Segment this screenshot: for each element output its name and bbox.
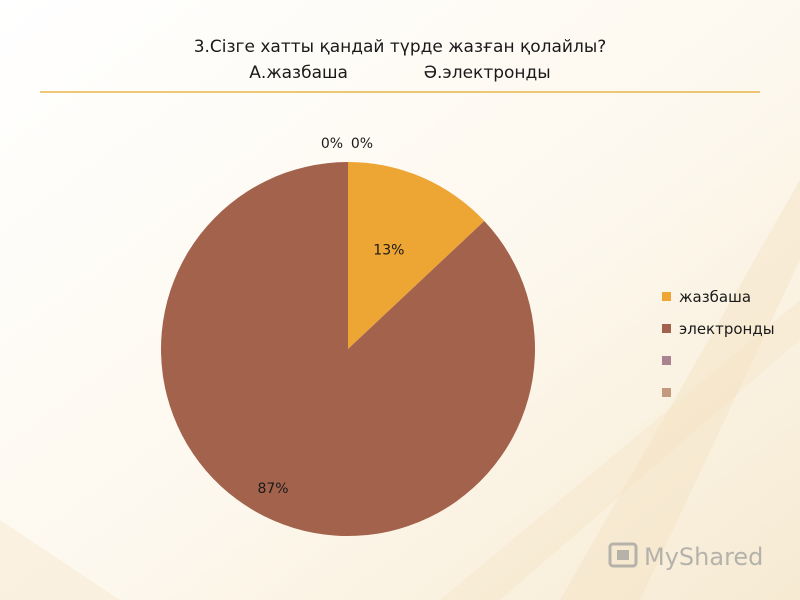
background-stripe xyxy=(440,300,800,600)
pie-data-labels: 13% 87% 0% 0% xyxy=(257,136,404,497)
pie-slices xyxy=(161,162,535,536)
legend-swatch xyxy=(662,356,671,365)
chart-title-line-1: 3.Сізге хатты қандай түрде жазған қолайл… xyxy=(193,37,607,57)
pie-slice xyxy=(161,162,535,536)
legend-swatch xyxy=(662,324,671,333)
data-label: 0% xyxy=(351,136,373,152)
data-label: 0% xyxy=(321,136,343,152)
background-stripe xyxy=(560,180,800,600)
svg-text:MyShared: MyShared xyxy=(644,543,763,571)
legend-label: электронды xyxy=(679,320,775,338)
legend-swatch xyxy=(662,292,671,301)
chart-legend: жазбаша электронды xyxy=(662,288,775,397)
legend-swatch xyxy=(662,388,671,397)
legend-label: жазбаша xyxy=(679,288,751,306)
myshared-logo: MyShared xyxy=(608,542,763,571)
chart-title-line-2: А.жазбаша Ә.электронды xyxy=(249,63,551,83)
pie-slice xyxy=(348,162,485,349)
data-label: 87% xyxy=(257,481,288,497)
data-label: 13% xyxy=(373,243,404,259)
background-stripe xyxy=(0,520,120,600)
